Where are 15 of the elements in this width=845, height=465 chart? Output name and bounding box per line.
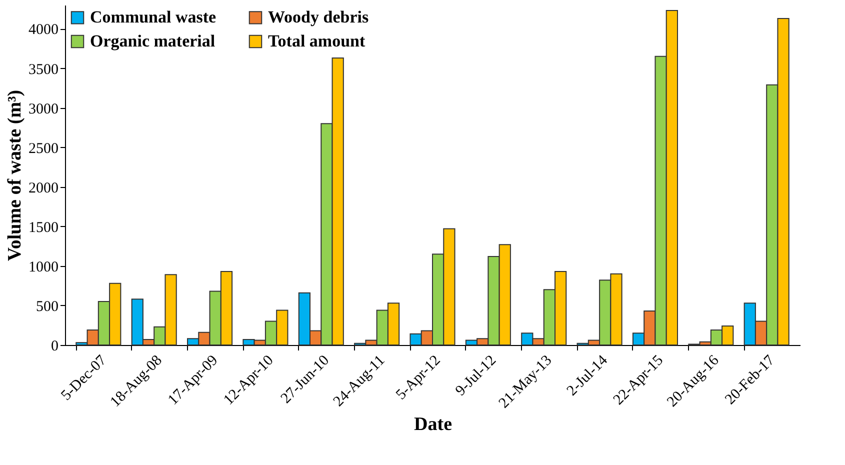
y-tick-label: 1000 xyxy=(28,259,58,276)
legend-label: Woody debris xyxy=(268,8,369,27)
legend-label: Total amount xyxy=(268,32,366,50)
legend-label: Communal waste xyxy=(90,8,217,27)
legend-label: Organic material xyxy=(90,32,216,50)
x-axis-title: Date xyxy=(414,414,452,435)
y-tick-label: 0 xyxy=(51,338,58,354)
y-tick-label: 1500 xyxy=(28,220,58,236)
y-tick-label: 500 xyxy=(36,298,58,315)
y-axis-title: Volume of waste (m³) xyxy=(4,90,26,262)
y-tick-label: 2500 xyxy=(28,140,58,157)
y-tick-label: 2000 xyxy=(28,180,58,196)
y-tick-label: 3000 xyxy=(28,101,58,118)
y-tick-label: 4000 xyxy=(28,22,58,38)
y-tick-label: 3500 xyxy=(28,62,58,78)
